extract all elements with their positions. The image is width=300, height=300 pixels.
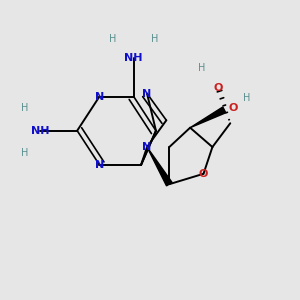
- Text: H: H: [22, 148, 29, 158]
- Text: N: N: [142, 142, 152, 152]
- Text: N: N: [142, 88, 152, 98]
- Polygon shape: [147, 147, 172, 186]
- Text: N: N: [95, 92, 104, 101]
- Text: NH: NH: [124, 53, 143, 63]
- Text: O: O: [229, 103, 238, 113]
- Text: H: H: [243, 93, 250, 103]
- Text: H: H: [22, 103, 29, 113]
- Text: H: H: [151, 34, 158, 44]
- Text: NH: NH: [31, 126, 49, 136]
- Text: H: H: [198, 63, 206, 73]
- Polygon shape: [190, 107, 226, 128]
- Text: N: N: [95, 160, 104, 170]
- Text: H: H: [109, 34, 116, 44]
- Text: O: O: [199, 169, 208, 179]
- Text: O: O: [214, 82, 223, 93]
